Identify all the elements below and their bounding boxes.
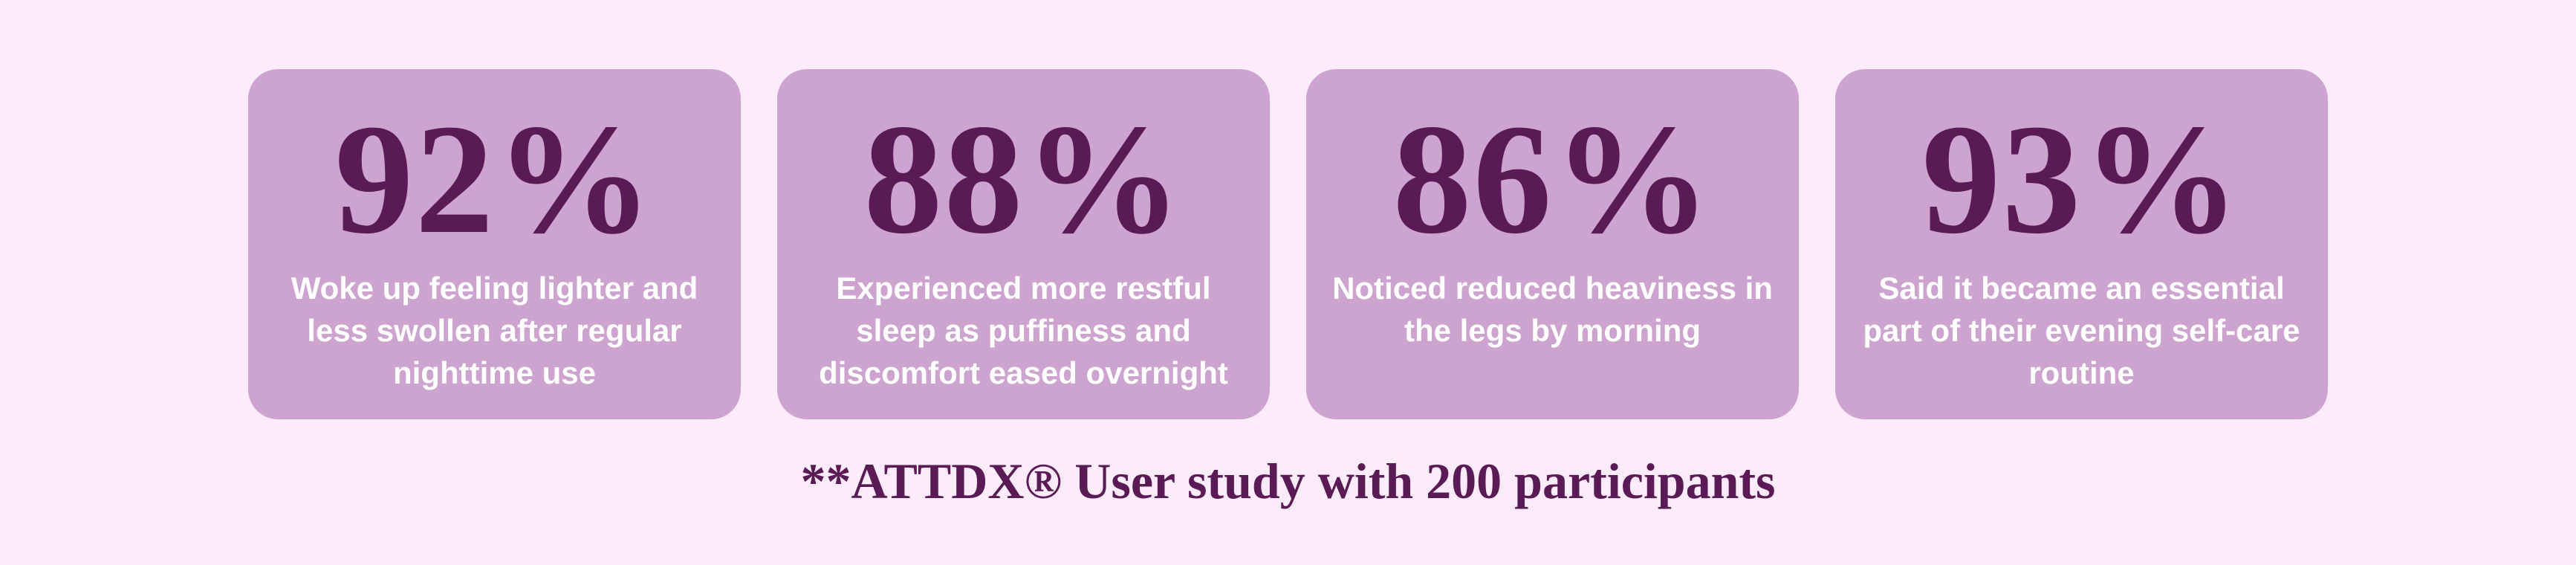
stat-value: 86%: [1392, 91, 1713, 266]
stat-card: 92% Woke up feeling lighter and less swol…: [248, 69, 741, 419]
stat-value: 92%: [334, 91, 655, 266]
stat-card: 86% Noticed reduced heaviness in the legs…: [1306, 69, 1799, 419]
stat-description: Noticed reduced heaviness in the legs by…: [1332, 271, 1773, 348]
stat-card: 93% Said it became an essential part of t…: [1835, 69, 2328, 419]
stat-description: Said it became an essential part of thei…: [1863, 271, 2300, 390]
footnote: **ATTDX® User study with 200 participant…: [800, 453, 1776, 509]
stat-value: 93%: [1921, 91, 2242, 266]
stat-description: Experienced more restful sleep as puffin…: [819, 271, 1228, 390]
stat-card: 88% Experienced more restful sleep as puf…: [777, 69, 1270, 419]
stat-description: Woke up feeling lighter and less swollen…: [291, 271, 698, 390]
stat-cards: 92% Woke up feeling lighter and less swol…: [248, 69, 2328, 419]
stat-value: 88%: [863, 91, 1184, 266]
